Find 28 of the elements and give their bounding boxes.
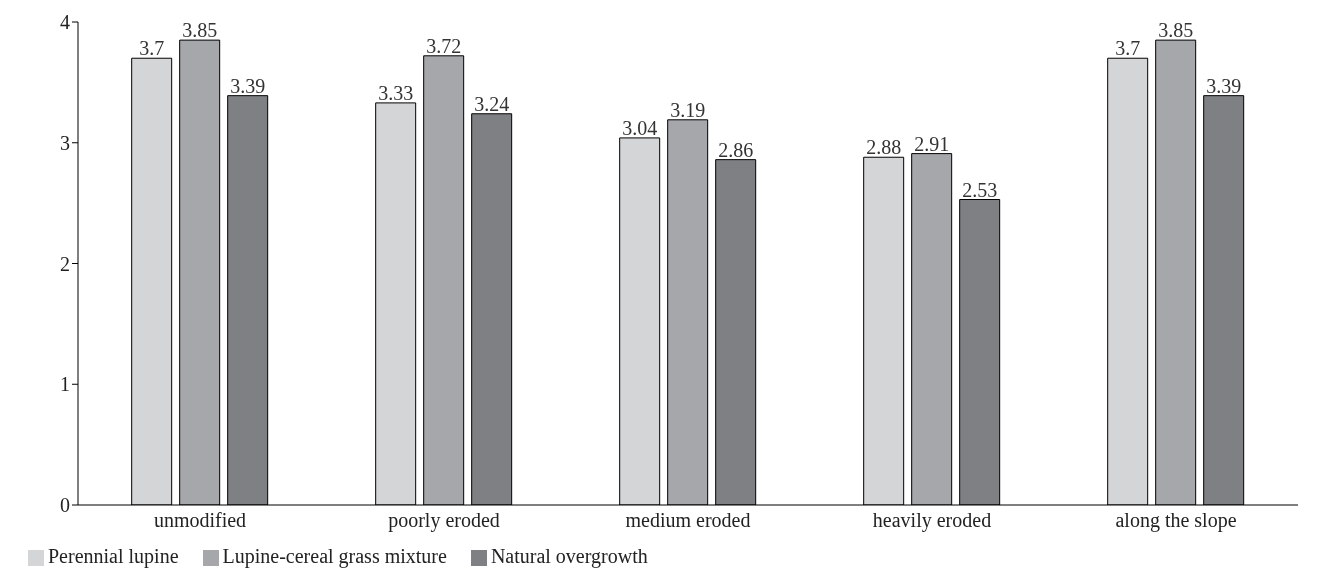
x-tick-label: poorly eroded xyxy=(388,509,500,533)
data-label: 3.7 xyxy=(1115,37,1141,60)
x-tick-label: along the slope xyxy=(1115,509,1237,533)
x-tick-label: medium eroded xyxy=(625,509,751,532)
x-tick-label: unmodified xyxy=(153,509,247,532)
x-tick-label: heavily eroded xyxy=(872,509,992,533)
data-label: 2.86 xyxy=(718,138,754,161)
data-label: 3.85 xyxy=(1158,19,1194,42)
data-label: 3.39 xyxy=(230,74,266,97)
data-label: 3.39 xyxy=(1206,74,1242,97)
data-label: 2.91 xyxy=(914,132,950,155)
legend-label: Natural overgrowth xyxy=(490,545,648,567)
data-label: 3.24 xyxy=(474,92,510,115)
data-label: 3.33 xyxy=(378,81,414,104)
data-label: 3.19 xyxy=(670,98,706,121)
y-tick-label: 4 xyxy=(60,11,70,34)
y-tick-label: 3 xyxy=(60,131,70,154)
legend-label: Perennial lupine xyxy=(48,545,179,567)
legend-label: Lupine-cereal grass mixture xyxy=(222,545,447,567)
data-label: 3.04 xyxy=(622,116,658,139)
data-label: 2.53 xyxy=(962,178,998,201)
y-tick-label: 2 xyxy=(60,252,70,275)
data-label: 2.88 xyxy=(866,136,902,159)
y-tick-label: 0 xyxy=(60,494,70,517)
data-label: 3.7 xyxy=(139,37,165,60)
y-tick-label: 1 xyxy=(60,373,70,396)
data-label: 3.85 xyxy=(182,19,218,42)
data-label: 3.72 xyxy=(426,34,462,57)
